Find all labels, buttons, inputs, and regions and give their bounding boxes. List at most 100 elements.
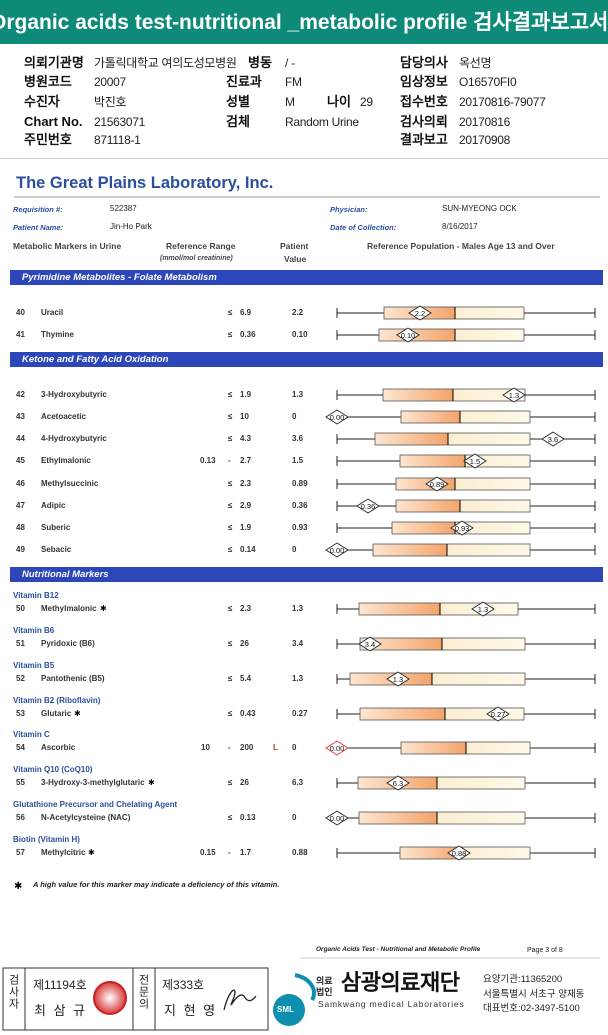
- box-high: [454, 306, 525, 320]
- row-num: 52: [16, 674, 25, 683]
- range-op: ≤: [228, 330, 233, 339]
- collection-value: 8/16/2017: [442, 222, 478, 231]
- row-name: Methylsuccinic: [41, 479, 99, 488]
- info-label: 수진자: [24, 94, 60, 109]
- box-high: [436, 811, 526, 825]
- req-label: Requisition #:: [13, 205, 63, 214]
- row-num: 49: [16, 545, 25, 554]
- marker-diamond: [386, 671, 410, 687]
- info-value: 20170816: [459, 115, 510, 129]
- info-label: Chart No.: [24, 114, 83, 129]
- info-label: 접수번호: [400, 94, 448, 109]
- phys-value: SUN-MYEONG OCK: [442, 204, 517, 213]
- group-title: Vitamin B5: [13, 661, 55, 670]
- stamp-box: [2, 967, 269, 1031]
- range-op: ≤: [228, 501, 233, 510]
- flag: L: [273, 743, 278, 752]
- range-max: 2.3: [240, 479, 252, 488]
- patient-value: 1.5: [292, 456, 304, 465]
- range-max: 2.9: [240, 501, 252, 510]
- row-num: 54: [16, 743, 25, 752]
- info-label: 성별: [226, 94, 250, 109]
- range-max: 1.9: [240, 523, 252, 532]
- range-max: 6.9: [240, 308, 252, 317]
- box-high: [441, 637, 526, 651]
- patient-value: 0.93: [292, 523, 308, 532]
- patient-value: 0.27: [292, 709, 308, 718]
- marker-diamond: [356, 498, 380, 514]
- stamp-name: 지 현 영: [164, 1003, 218, 1018]
- range-op: -: [228, 743, 231, 752]
- col-header: Patient: [280, 241, 309, 251]
- range-op: -: [228, 848, 231, 857]
- marker-label: 2.2: [415, 309, 425, 318]
- stamp-name: 최 삼 규: [34, 1003, 88, 1018]
- stamp-id: 제333호: [162, 978, 205, 992]
- box-high: [431, 672, 526, 686]
- marker-diamond: [358, 636, 382, 652]
- row-name: Glutaric: [41, 709, 72, 718]
- info-label: 결과보고: [400, 132, 448, 147]
- box-low: [399, 454, 466, 468]
- row-num: 47: [16, 501, 25, 510]
- req-value: 522387: [110, 204, 137, 213]
- marker-diamond: [325, 740, 349, 756]
- range-op: ≤: [228, 813, 233, 822]
- org-code: 요양기관:11365200: [483, 974, 563, 985]
- group-title: Vitamin Q10 (CoQ10): [13, 765, 93, 774]
- row-num: 53: [16, 709, 25, 718]
- marker-diamond: [463, 453, 487, 469]
- org-en: Samkwang medical Laboratories: [318, 999, 465, 1009]
- marker-label: 3.6: [548, 435, 558, 444]
- row-num: 42: [16, 390, 25, 399]
- range-op: ≤: [228, 479, 233, 488]
- box-low: [395, 499, 461, 513]
- section-title: Pyrimidine Metabolites - Folate Metaboli…: [22, 272, 217, 283]
- marker-diamond: [450, 520, 474, 536]
- org-phone: 대표번호:02-3497-5100: [483, 1003, 580, 1014]
- range-max: 10: [240, 412, 249, 421]
- marker-label: 3.4: [365, 640, 375, 649]
- range-max: 0.14: [240, 545, 256, 554]
- note-mark: ✱: [148, 778, 155, 787]
- note-mark: ✱: [88, 848, 95, 857]
- row-num: 44: [16, 434, 25, 443]
- patient-value: 0: [292, 545, 297, 554]
- range-op: ≤: [228, 308, 233, 317]
- patient-value: 3.4: [292, 639, 304, 648]
- info-label: 담당의사: [400, 55, 448, 70]
- marker-label: 0.36: [361, 502, 376, 511]
- info-value: 옥선명: [459, 56, 492, 70]
- section-title: Nutritional Markers: [22, 569, 109, 580]
- info-value: 가톨릭대학교 여의도성모병원: [94, 56, 237, 70]
- logo-arc: [294, 973, 316, 1002]
- range-op: ≤: [228, 604, 233, 613]
- marker-label: 0.00: [330, 413, 345, 422]
- range-max: 0.13: [240, 813, 256, 822]
- patient-value: 0: [292, 813, 297, 822]
- stamp-id: 제11194호: [33, 978, 87, 992]
- row-name: 4-Hydroxybutyric: [41, 434, 107, 443]
- marker-diamond: [486, 706, 510, 722]
- marker-label: 0.10: [401, 331, 416, 340]
- box-high: [446, 543, 531, 557]
- row-name: Sebacic: [41, 545, 72, 554]
- range-max: 26: [240, 639, 249, 648]
- info-value: Random Urine: [285, 115, 359, 129]
- stamp-role: 전문의: [137, 974, 149, 1010]
- marker-label: 0.00: [330, 546, 345, 555]
- info-label: 의뢰기관명: [24, 55, 84, 70]
- range-max: 26: [240, 778, 249, 787]
- row-num: 46: [16, 479, 25, 488]
- row-name: Pantothenic (B5): [41, 674, 105, 683]
- box-low: [358, 811, 438, 825]
- row-name: 3-Hydroxybutyric: [41, 390, 107, 399]
- box-high: [447, 432, 531, 446]
- logo-text: SML: [277, 1005, 294, 1014]
- collection-label: Date of Collection:: [330, 223, 397, 232]
- marker-label: 1.5: [470, 457, 480, 466]
- section-bar: [10, 352, 603, 367]
- note-mark: ✱: [74, 709, 81, 718]
- col-header: Reference Population - Males Age 13 and …: [367, 241, 555, 251]
- box-high: [459, 410, 531, 424]
